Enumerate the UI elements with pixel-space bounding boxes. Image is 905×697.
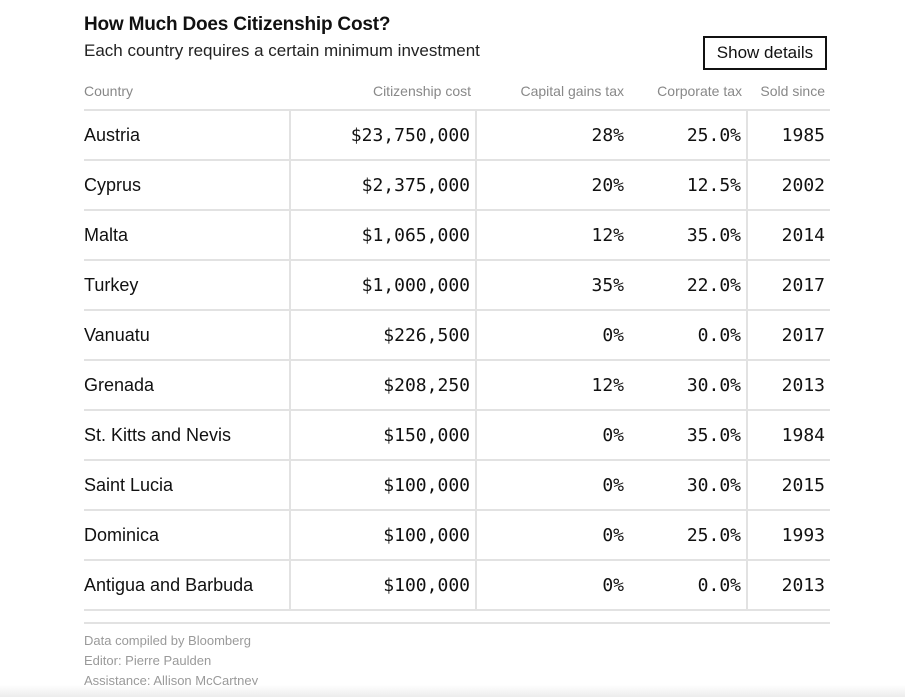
chart-subtitle: Each country requires a certain minimum … [84,41,480,60]
sold-since-cell: 1993 [747,510,830,561]
footer-divider [84,622,830,624]
footer-editor: Editor: Pierre Paulden [84,653,212,668]
country-cell: Vanuatu [84,310,291,361]
capital-gains-tax-cell: 0% [476,510,629,561]
citizenship-cost-cell: $2,375,000 [290,160,477,211]
corporate-tax-cell: 25.0% [629,510,748,561]
country-cell: Austria [84,110,291,161]
table-body: Austria $23,750,000 28% 25.0% 1985 Cyprus $2,3… [84,110,830,611]
citizenship-cost-cell: $226,500 [290,310,477,361]
sold-since-cell: 2002 [747,160,830,211]
bottom-shadow [0,685,905,697]
citizenship-cost-cell: $100,000 [290,460,477,511]
sold-since-cell: 2017 [747,260,830,311]
capital-gains-tax-cell: 0% [476,410,629,461]
table-row: Dominica $100,000 0% 25.0% 1993 [84,510,830,561]
country-cell: Saint Lucia [84,460,291,511]
table-row: Cyprus $2,375,000 20% 12.5% 2002 [84,160,830,211]
capital-gains-tax-cell: 0% [476,310,629,361]
country-cell: St. Kitts and Nevis [84,410,291,461]
country-cell: Dominica [84,510,291,561]
citizenship-cost-table: Country Citizenship cost Capital gains t… [84,72,830,611]
corporate-tax-cell: 35.0% [629,210,748,261]
capital-gains-tax-cell: 0% [476,560,629,611]
corporate-tax-cell: 25.0% [629,110,748,161]
country-cell: Cyprus [84,160,291,211]
table-row: Malta $1,065,000 12% 35.0% 2014 [84,210,830,261]
citizenship-cost-cell: $1,000,000 [290,260,477,311]
column-header-capital-gains-tax: Capital gains tax [476,72,629,111]
sold-since-cell: 2017 [747,310,830,361]
table-row: Turkey $1,000,000 35% 22.0% 2017 [84,260,830,311]
sold-since-cell: 2013 [747,360,830,411]
footer-assistance: Assistance: Allison McCartney [84,673,259,688]
corporate-tax-cell: 12.5% [629,160,748,211]
sold-since-cell: 2014 [747,210,830,261]
corporate-tax-cell: 0.0% [629,310,748,361]
capital-gains-tax-cell: 12% [476,210,629,261]
column-header-sold-since: Sold since [747,72,830,111]
table-row: Saint Lucia $100,000 0% 30.0% 2015 [84,460,830,511]
table-row: Grenada $208,250 12% 30.0% 2013 [84,360,830,411]
sold-since-cell: 2013 [747,560,830,611]
country-cell: Malta [84,210,291,261]
country-cell: Turkey [84,260,291,311]
corporate-tax-cell: 22.0% [629,260,748,311]
sold-since-cell: 1985 [747,110,830,161]
citizenship-cost-cell: $1,065,000 [290,210,477,261]
footer-source: Data compiled by Bloomberg [84,633,251,648]
table-header-row: Country Citizenship cost Capital gains t… [84,72,830,111]
chart-title: How Much Does Citizenship Cost? [84,14,391,35]
citizenship-cost-cell: $100,000 [290,560,477,611]
table-row: Antigua and Barbuda $100,000 0% 0.0% 2013 [84,560,830,611]
corporate-tax-cell: 0.0% [629,560,748,611]
corporate-tax-cell: 30.0% [629,460,748,511]
column-header-corporate-tax: Corporate tax [629,72,747,111]
citizenship-cost-cell: $100,000 [290,510,477,561]
citizenship-cost-cell: $208,250 [290,360,477,411]
citizenship-cost-cell: $23,750,000 [290,110,477,161]
capital-gains-tax-cell: 0% [476,460,629,511]
table-row: Austria $23,750,000 28% 25.0% 1985 [84,110,830,161]
corporate-tax-cell: 35.0% [629,410,748,461]
table-row: St. Kitts and Nevis $150,000 0% 35.0% 1984 [84,410,830,461]
country-cell: Antigua and Barbuda [84,560,291,611]
show-details-button[interactable]: Show details [703,36,827,70]
capital-gains-tax-cell: 20% [476,160,629,211]
column-header-citizenship-cost: Citizenship cost [290,72,476,111]
capital-gains-tax-cell: 28% [476,110,629,161]
corporate-tax-cell: 30.0% [629,360,748,411]
citizenship-cost-cell: $150,000 [290,410,477,461]
sold-since-cell: 2015 [747,460,830,511]
country-cell: Grenada [84,360,291,411]
capital-gains-tax-cell: 35% [476,260,629,311]
sold-since-cell: 1984 [747,410,830,461]
table-row: Vanuatu $226,500 0% 0.0% 2017 [84,310,830,361]
capital-gains-tax-cell: 12% [476,360,629,411]
column-header-country: Country [84,72,290,111]
